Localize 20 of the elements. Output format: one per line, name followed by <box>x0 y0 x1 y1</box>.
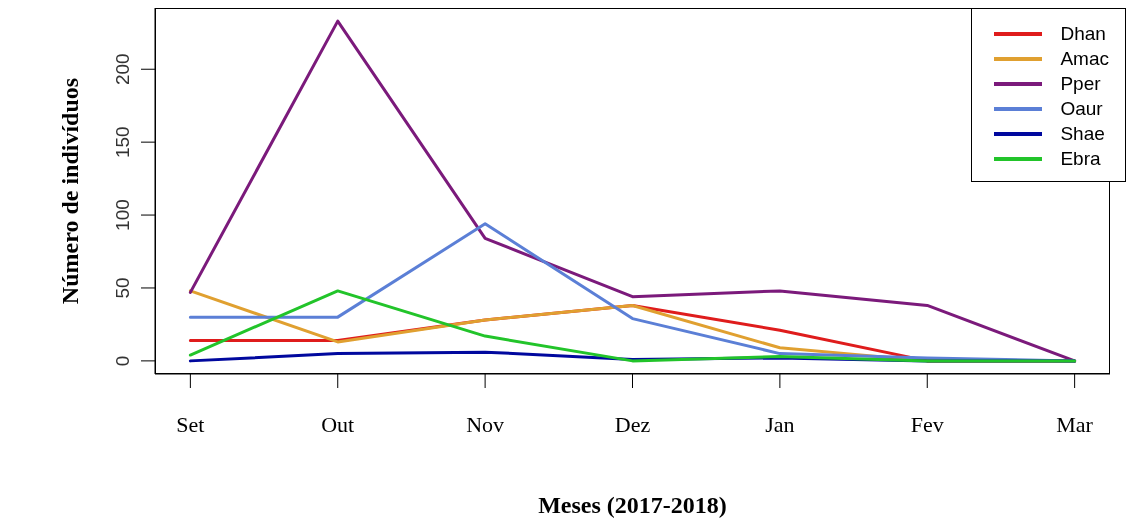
x-tick-label: Dez <box>614 411 651 437</box>
x-axis-title: Meses (2017-2018) <box>537 492 728 519</box>
legend-label: Dhan <box>1060 22 1106 45</box>
y-axis-title: Número de indivíduos <box>56 77 84 305</box>
legend-label: Pper <box>1060 72 1101 95</box>
legend-label: Shae <box>1060 122 1105 145</box>
x-tick-label: Jan <box>765 411 795 437</box>
x-tick-label: Fev <box>910 411 944 437</box>
x-tick-label: Out <box>321 411 355 437</box>
x-tick-label: Nov <box>466 411 505 437</box>
legend-label: Ebra <box>1060 147 1101 170</box>
legend-label: Oaur <box>1060 97 1103 120</box>
y-tick-label: 0 <box>112 355 133 367</box>
x-tick-label: Set <box>176 411 205 437</box>
y-tick-label: 200 <box>112 53 133 86</box>
y-tick-label: 150 <box>112 126 133 158</box>
y-tick-label: 100 <box>112 199 133 231</box>
x-tick-label: Mar <box>1056 411 1094 437</box>
legend-label: Amac <box>1060 47 1109 70</box>
y-tick-label: 50 <box>112 277 133 299</box>
